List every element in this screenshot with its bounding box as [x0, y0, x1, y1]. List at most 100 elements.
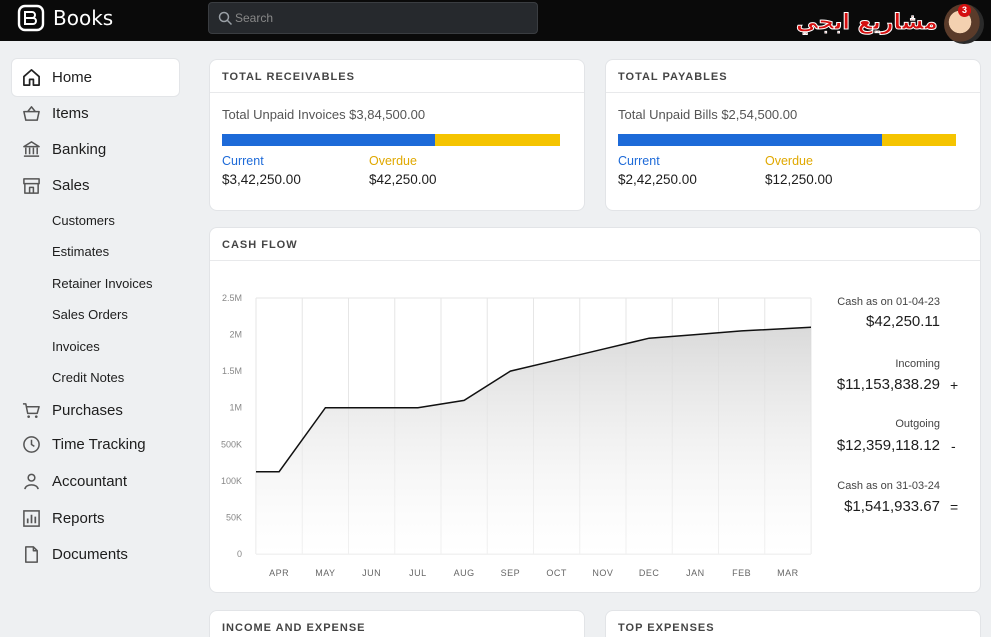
sidebar-item-label: Items	[52, 105, 89, 122]
payables-overdue-label: Overdue	[765, 154, 813, 168]
income-expense-title: INCOME AND EXPENSE	[222, 622, 366, 634]
incoming-operator: +	[950, 377, 959, 393]
card-divider	[210, 92, 584, 93]
sidebar-subitem-sales-orders[interactable]: Sales Orders	[52, 307, 128, 322]
top-expenses-title: TOP EXPENSES	[618, 622, 715, 634]
receivables-current-value: $3,42,250.00	[222, 172, 301, 187]
x-tick-label: AUG	[454, 568, 475, 578]
app-title: Books	[53, 6, 114, 30]
receivables-unpaid-total: Total Unpaid Invoices $3,84,500.00	[222, 107, 426, 122]
sidebar-subitem-retainer-invoices[interactable]: Retainer Invoices	[52, 276, 153, 291]
receivables-current-fill	[222, 134, 435, 146]
cashflow-card: CASH FLOW 0 50K 100K 500K 1M 1.5M 2M 2.5M APR MAY…	[209, 227, 981, 593]
y-tick-label: 2M	[229, 330, 242, 340]
payables-unpaid-total: Total Unpaid Bills $2,54,500.00	[618, 107, 798, 122]
sidebar-item-sales[interactable]: Sales	[12, 167, 179, 204]
incoming-value: $11,153,838.29	[836, 376, 940, 393]
watermark-badge: 3	[958, 4, 971, 17]
sidebar-subitem-invoices[interactable]: Invoices	[52, 339, 100, 354]
bank-icon	[23, 141, 40, 157]
sidebar-item-label: Home	[52, 69, 93, 86]
x-tick-label: JAN	[686, 568, 705, 578]
payables-overdue-value: $12,250.00	[765, 172, 833, 187]
sidebar-item-home[interactable]: Home	[12, 59, 179, 96]
clock-icon	[23, 436, 40, 453]
x-tick-label: DEC	[639, 568, 660, 578]
x-tick-label: APR	[269, 568, 289, 578]
card-divider	[210, 260, 980, 261]
books-logo-icon[interactable]	[17, 4, 45, 32]
x-tick-label: MAR	[777, 568, 799, 578]
cashflow-line	[256, 326, 812, 473]
sidebar: Home Items Banking Sales Customers Estim…	[0, 41, 192, 637]
payables-current-label: Current	[618, 154, 660, 168]
top-expenses-card: TOP EXPENSES	[605, 610, 981, 637]
sidebar-item-label: Documents	[52, 546, 128, 563]
watermark-text: مشاريع ابجي	[796, 10, 940, 36]
receivables-current-label: Current	[222, 154, 264, 168]
store-icon	[23, 178, 40, 194]
card-divider	[606, 92, 980, 93]
cashflow-title: CASH FLOW	[222, 239, 298, 251]
payables-card: TOTAL PAYABLES Total Unpaid Bills $2,54,…	[605, 59, 981, 211]
cash-start-label: Cash as on 01-04-23	[837, 296, 940, 308]
y-tick-label: 100K	[221, 476, 242, 486]
outgoing-label: Outgoing	[895, 418, 940, 430]
y-tick-label: 0	[237, 549, 242, 559]
sidebar-item-label: Purchases	[52, 402, 123, 419]
sidebar-item-banking[interactable]: Banking	[12, 131, 179, 168]
cashflow-chart: 0 50K 100K 500K 1M 1.5M 2M 2.5M APR MAY JUN JUL AUG S…	[221, 293, 812, 578]
sidebar-subitem-customers[interactable]: Customers	[52, 213, 115, 228]
watermark-logo: مشاريع ابجي 3	[794, 4, 986, 44]
receivables-card: TOTAL RECEIVABLES Total Unpaid Invoices …	[209, 59, 585, 211]
y-tick-label: 1M	[229, 403, 242, 413]
payables-title: TOTAL PAYABLES	[618, 71, 728, 83]
x-tick-label: JUN	[362, 568, 381, 578]
x-tick-label: MAY	[315, 568, 335, 578]
x-tick-label: NOV	[592, 568, 613, 578]
sidebar-item-label: Reports	[52, 510, 105, 527]
sidebar-item-time-tracking[interactable]: Time Tracking	[12, 426, 179, 463]
x-tick-label: SEP	[501, 568, 521, 578]
sidebar-item-label: Sales	[52, 177, 90, 194]
sidebar-item-items[interactable]: Items	[12, 95, 179, 132]
cash-end-value: $1,541,933.67	[844, 498, 940, 515]
payables-current-value: $2,42,250.00	[618, 172, 697, 187]
top-bar: Books مشاريع ابجي 3	[0, 0, 991, 44]
payables-progress-bar	[618, 134, 956, 146]
sidebar-item-purchases[interactable]: Purchases	[12, 392, 179, 429]
cart-icon	[22, 403, 40, 419]
sidebar-item-accountant[interactable]: Accountant	[12, 463, 179, 500]
person-icon	[24, 473, 39, 490]
sidebar-item-reports[interactable]: Reports	[12, 500, 179, 537]
receivables-progress-bar	[222, 134, 560, 146]
sidebar-item-label: Accountant	[52, 473, 128, 490]
payables-current-fill	[618, 134, 882, 146]
search-input[interactable]	[235, 3, 525, 33]
search-icon	[218, 11, 233, 26]
chart-icon	[23, 510, 40, 527]
cash-end-label: Cash as on 31-03-24	[837, 480, 940, 492]
search-box[interactable]	[208, 2, 538, 34]
y-tick-label: 1.5M	[222, 366, 242, 376]
sidebar-item-label: Time Tracking	[52, 436, 146, 453]
home-icon	[23, 69, 40, 86]
x-tick-label: FEB	[732, 568, 751, 578]
sidebar-item-documents[interactable]: Documents	[12, 536, 179, 573]
sidebar-subitem-credit-notes[interactable]: Credit Notes	[52, 370, 125, 385]
x-tick-label: JUL	[409, 568, 427, 578]
y-tick-label: 500K	[221, 439, 242, 449]
cash-end-operator: =	[950, 499, 959, 515]
sidebar-subitem-estimates[interactable]: Estimates	[52, 244, 110, 259]
receivables-overdue-value: $42,250.00	[369, 172, 437, 187]
outgoing-value: $12,359,118.12	[836, 437, 940, 454]
outgoing-operator: -	[951, 438, 956, 454]
receivables-title: TOTAL RECEIVABLES	[222, 71, 355, 83]
cash-start-value: $42,250.11	[866, 313, 940, 330]
sidebar-item-label: Banking	[52, 141, 107, 158]
receivables-overdue-label: Overdue	[369, 154, 417, 168]
income-expense-card: INCOME AND EXPENSE	[209, 610, 585, 637]
basket-icon	[23, 106, 40, 121]
cashflow-area	[256, 327, 811, 554]
y-tick-label: 50K	[226, 512, 242, 522]
